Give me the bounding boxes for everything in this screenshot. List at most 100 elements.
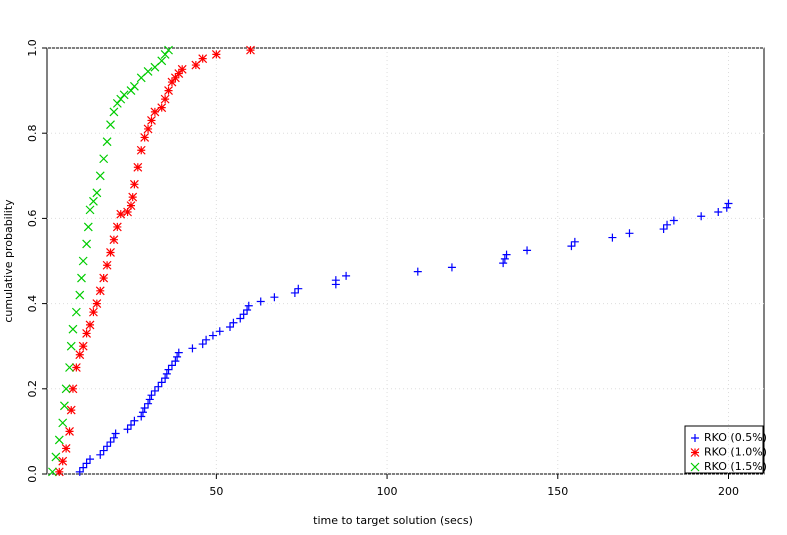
point [198, 54, 208, 64]
point [79, 463, 88, 472]
point [54, 435, 64, 445]
y-tick-label: 0.8 [26, 124, 39, 142]
x-tick-label: 100 [377, 485, 398, 498]
point [61, 384, 71, 394]
legend-marker [690, 462, 700, 472]
point [714, 208, 723, 217]
point [239, 310, 248, 319]
point [116, 209, 126, 219]
legend-label: RKO (0.5%) [704, 431, 767, 444]
point [290, 288, 299, 297]
point [500, 254, 509, 263]
point [150, 107, 160, 117]
point [208, 331, 217, 340]
point [188, 344, 197, 353]
point [111, 429, 120, 438]
x-axis-title: time to target solution (secs) [313, 514, 473, 527]
point [68, 384, 78, 394]
x-tick-label: 200 [718, 485, 739, 498]
point [447, 263, 456, 272]
point [85, 320, 95, 330]
plot-box [46, 47, 765, 475]
point [174, 348, 183, 357]
point [164, 45, 173, 55]
point [66, 405, 76, 415]
point [191, 60, 201, 70]
point [61, 444, 71, 453]
point [150, 386, 159, 395]
point [48, 467, 57, 477]
point [82, 459, 91, 468]
point [58, 418, 68, 428]
point [161, 374, 170, 383]
y-axis-title: cumulative probability [2, 199, 15, 323]
point [126, 201, 136, 211]
legend-label: RKO (1.0%) [704, 446, 767, 459]
point [570, 237, 579, 246]
y-tick-label: 0.6 [26, 210, 39, 228]
point [129, 179, 139, 189]
x-tick-label: 50 [209, 485, 223, 498]
point [95, 286, 105, 296]
y-tick-label: 0.2 [26, 380, 39, 398]
point [229, 318, 238, 327]
point [145, 395, 154, 404]
point [215, 327, 224, 336]
point [82, 328, 92, 338]
point [413, 267, 422, 276]
point [86, 455, 95, 464]
point [82, 239, 92, 249]
point [136, 145, 146, 155]
point [157, 378, 166, 387]
point [65, 426, 74, 436]
point [138, 408, 147, 417]
point [722, 203, 731, 212]
point [244, 301, 253, 310]
point [119, 90, 129, 100]
point [177, 64, 187, 74]
point [92, 299, 102, 309]
point [171, 357, 180, 366]
point [625, 229, 634, 238]
legend-marker [691, 434, 699, 442]
point [59, 401, 69, 411]
point [140, 403, 149, 412]
point [147, 115, 156, 125]
point [157, 56, 167, 66]
point [68, 324, 78, 334]
point [133, 162, 143, 172]
point [502, 250, 511, 259]
point [106, 120, 115, 130]
point [58, 456, 68, 466]
point [126, 421, 135, 430]
point [112, 222, 122, 232]
point [243, 305, 252, 314]
point [246, 45, 255, 55]
point [167, 361, 176, 370]
point [140, 133, 150, 142]
point [164, 86, 173, 96]
point [697, 212, 706, 221]
point [103, 442, 112, 451]
point [663, 220, 672, 229]
point [523, 246, 532, 255]
point [109, 107, 119, 117]
point [294, 284, 303, 293]
point [128, 192, 138, 202]
point [99, 446, 108, 455]
point [65, 363, 74, 372]
point [154, 382, 163, 391]
point [499, 259, 508, 268]
point [198, 340, 207, 349]
point [83, 222, 93, 232]
point [270, 293, 279, 302]
point [77, 273, 86, 283]
point [95, 171, 105, 181]
point [608, 233, 617, 242]
point [89, 196, 98, 206]
y-tick-label: 0.4 [26, 295, 39, 313]
point [75, 467, 84, 476]
point [331, 276, 340, 285]
point [724, 199, 733, 208]
point [160, 94, 170, 104]
